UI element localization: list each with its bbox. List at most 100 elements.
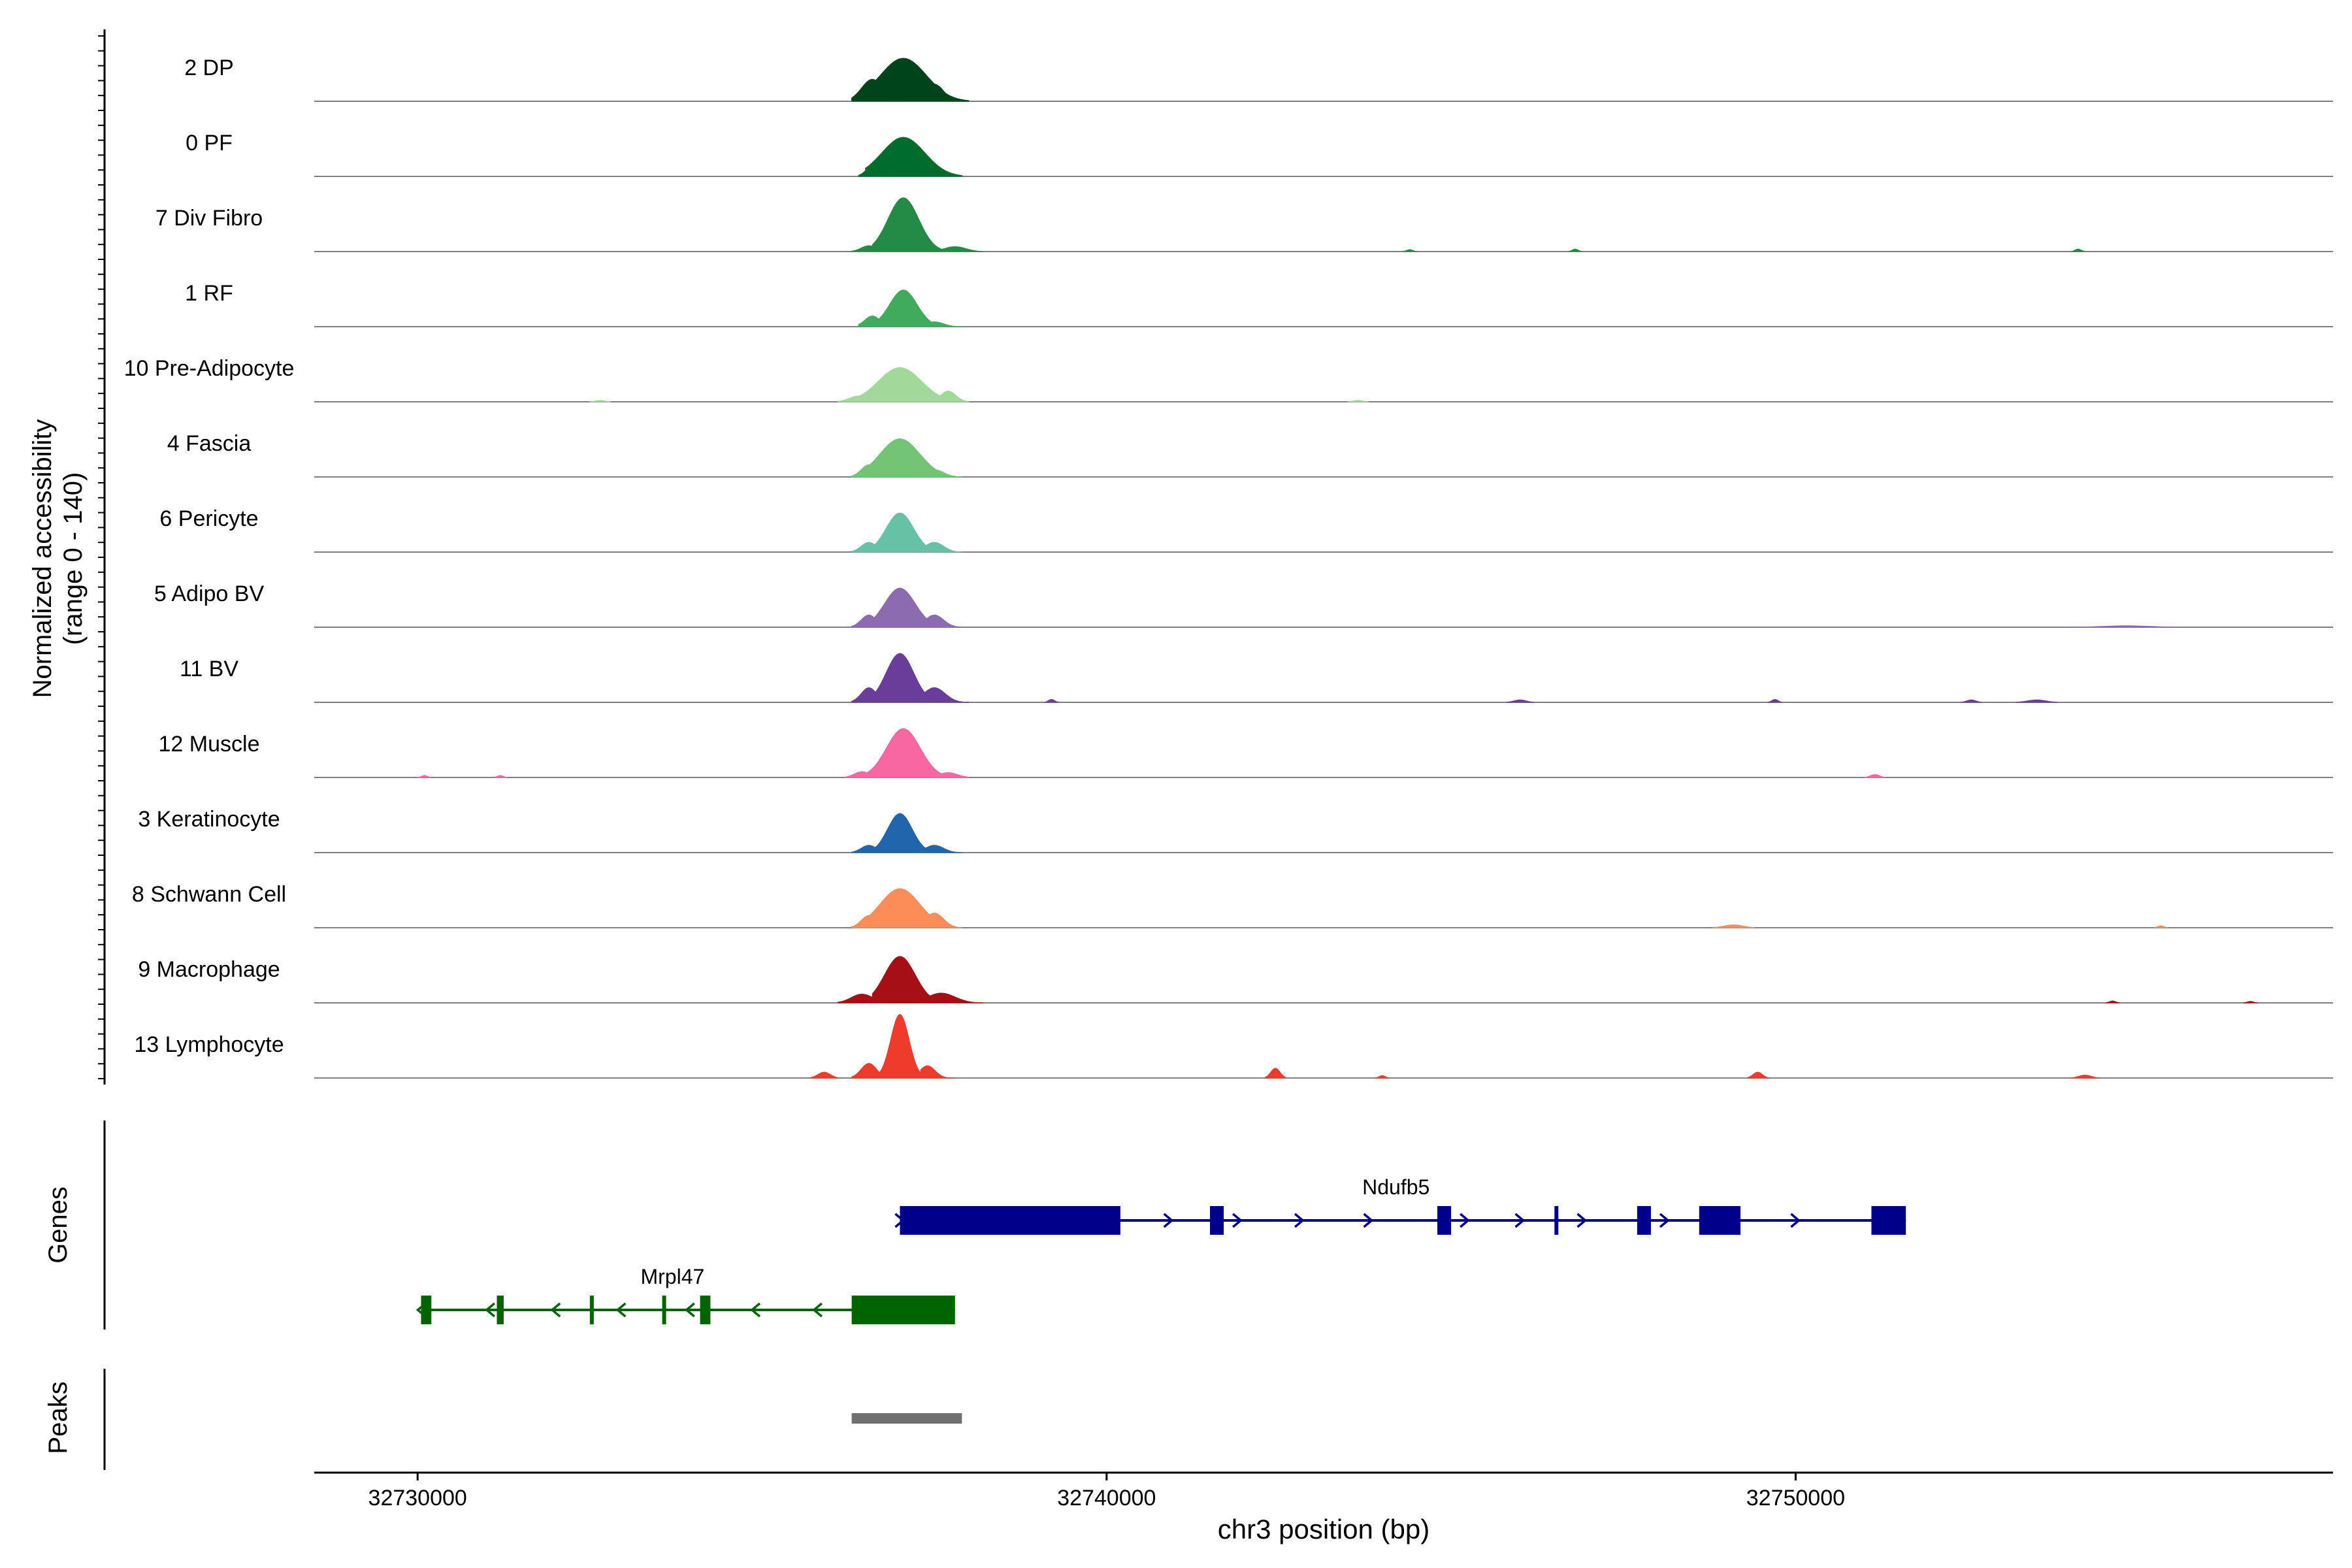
track-4: 1 RF: [185, 281, 2333, 327]
track-label: 2 DP: [184, 56, 234, 80]
track-label: 13 Lymphocyte: [134, 1032, 284, 1057]
track-11: 3 Keratinocyte: [138, 807, 2333, 853]
coverage-peak: [2070, 625, 2175, 628]
track-14: 13 Lymphocyte: [134, 1013, 2333, 1079]
peaks-track: [103, 1369, 962, 1470]
genes-track-label: Genes: [44, 1186, 73, 1264]
coverage-peak: [2105, 1000, 2120, 1004]
coverage-peak: [920, 469, 962, 478]
gene-Mrpl47: Mrpl47: [416, 1265, 955, 1324]
track-3: 7 Div Fibro: [155, 197, 2333, 252]
track-12: 8 Schwann Cell: [132, 882, 2333, 928]
coverage-peak: [2070, 1074, 2099, 1079]
track-label: 10 Pre-Adipocyte: [124, 356, 295, 381]
coverage-peak: [1567, 248, 1582, 252]
track-label: 0 PF: [186, 131, 233, 155]
gene-exon: [1437, 1206, 1452, 1235]
coverage-peak: [838, 395, 880, 402]
coverage-peak: [920, 992, 983, 1004]
track-label: 6 Pericyte: [159, 506, 258, 531]
strand-arrow: [812, 1302, 823, 1318]
coverage-peak: [851, 1062, 887, 1079]
x-axis: 32730000 32740000 32750000: [314, 1471, 2333, 1511]
gene-Ndufb5: Ndufb5: [894, 1175, 1906, 1235]
gene-exon: [1699, 1206, 1741, 1235]
x-tick-label: 32750000: [1746, 1486, 1845, 1511]
coverage-peak: [858, 315, 894, 327]
strand-arrow: [550, 1302, 561, 1318]
coverage-peak: [1347, 400, 1369, 402]
gene-exon: [700, 1296, 711, 1324]
coverage-peak: [851, 464, 887, 478]
gene-label: Ndufb5: [1362, 1175, 1429, 1199]
peak-region: [851, 1413, 962, 1424]
y-axis-label: Normalized accessibility: [28, 419, 57, 698]
coverage-peak: [851, 687, 887, 703]
coverage-peak: [920, 845, 962, 853]
gene-exon: [589, 1296, 594, 1324]
coverage-peak: [1402, 249, 1417, 252]
strand-arrow: [1576, 1213, 1588, 1228]
strand-arrow: [416, 1302, 427, 1318]
coverage-peak: [865, 57, 970, 102]
coverage-peak: [851, 915, 887, 928]
coverage-peak: [920, 166, 962, 177]
coverage-peak: [920, 687, 970, 703]
coverage-peak: [872, 289, 935, 327]
strand-arrow: [1460, 1213, 1470, 1228]
coverage-peak: [920, 912, 962, 928]
coverage-peak: [851, 245, 887, 252]
coverage-peak: [1747, 1071, 1769, 1079]
strand-arrow: [1363, 1213, 1374, 1228]
track-6: 4 Fascia: [167, 431, 2333, 478]
coverage-peak: [1044, 698, 1059, 703]
coverage-peak: [920, 542, 962, 553]
coverage-peak: [493, 775, 508, 778]
x-axis-label: chr3 position (bp): [1218, 1514, 1430, 1544]
coverage-peak: [417, 775, 432, 778]
coverage-peak: [920, 321, 962, 327]
coverage-peak: [879, 1013, 921, 1079]
coverage-peak: [2016, 699, 2058, 703]
coverage-peak: [934, 246, 983, 252]
strand-arrow: [1659, 1213, 1670, 1228]
gene-exon: [1637, 1206, 1651, 1235]
coverage-tracks: 2 DP 0 PF 7 Div Fibro 1 RF 10 Pre-Adipocyte 4…: [124, 56, 2333, 1079]
track-label: 7 Div Fibro: [155, 206, 263, 231]
coverage-peak: [851, 542, 887, 553]
strand-arrow: [485, 1302, 496, 1318]
coverage-peak: [2153, 925, 2168, 928]
coverage-peak: [844, 771, 880, 778]
strand-arrow: [1790, 1213, 1801, 1228]
track-7: 6 Pericyte: [159, 506, 2333, 553]
gene-exon: [1554, 1206, 1559, 1235]
peaks-track-label: Peaks: [44, 1381, 73, 1454]
track-1: 2 DP: [184, 56, 2333, 102]
coverage-peak: [851, 78, 900, 102]
track-9: 11 BV: [180, 653, 2333, 703]
coverage-peak: [851, 614, 887, 628]
gene-exon: [662, 1296, 666, 1324]
coverage-peak: [1961, 699, 1982, 703]
coverage-peak: [920, 614, 962, 628]
coverage-peak: [934, 390, 970, 402]
coverage-peak: [589, 400, 611, 402]
track-label: 9 Macrophage: [138, 957, 280, 982]
track-label: 1 RF: [185, 281, 233, 306]
coverage-peak: [858, 161, 894, 177]
strand-arrow: [1163, 1213, 1174, 1228]
coverage-peak: [1864, 774, 1886, 778]
track-8: 5 Adipo BV: [154, 581, 2333, 628]
strand-arrow: [1294, 1213, 1305, 1228]
coverage-peak: [872, 813, 928, 853]
coverage-peak: [865, 728, 942, 778]
gene-exon: [497, 1296, 504, 1324]
strand-arrow: [750, 1302, 761, 1318]
strand-arrow: [1514, 1213, 1526, 1228]
y-axis: [98, 29, 106, 1085]
track-2: 0 PF: [186, 131, 2333, 177]
coverage-peak: [838, 993, 887, 1004]
track-label: 4 Fascia: [167, 431, 252, 456]
track-10: 12 Muscle: [159, 728, 2333, 778]
